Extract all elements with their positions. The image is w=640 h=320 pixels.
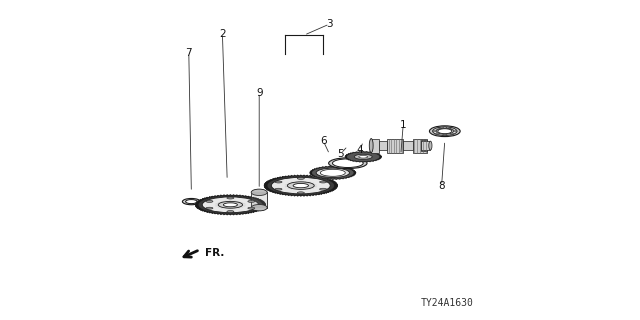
Ellipse shape [319,188,326,190]
Text: 4: 4 [356,145,364,156]
Ellipse shape [293,183,308,188]
Text: 2: 2 [219,28,226,39]
Ellipse shape [227,211,234,212]
Polygon shape [413,139,428,153]
Ellipse shape [435,128,439,129]
Ellipse shape [202,197,259,213]
Text: 1: 1 [400,120,406,130]
Ellipse shape [275,188,282,190]
Polygon shape [345,152,381,162]
Polygon shape [403,141,413,150]
Ellipse shape [429,126,460,137]
Ellipse shape [451,133,454,134]
Ellipse shape [329,158,367,169]
Text: 8: 8 [438,180,445,191]
Ellipse shape [275,181,282,183]
Polygon shape [387,139,403,153]
Polygon shape [421,141,430,150]
Ellipse shape [355,154,372,159]
Ellipse shape [298,177,305,180]
Ellipse shape [182,198,200,205]
Ellipse shape [248,207,255,209]
Ellipse shape [443,127,447,128]
Ellipse shape [321,169,346,176]
Ellipse shape [223,203,237,207]
Text: FR.: FR. [205,248,224,259]
Ellipse shape [451,128,454,129]
Polygon shape [380,141,387,150]
Ellipse shape [251,189,268,196]
Ellipse shape [206,200,213,202]
Ellipse shape [435,133,439,134]
Ellipse shape [438,129,452,134]
Polygon shape [310,166,356,179]
Ellipse shape [218,201,243,208]
Text: 9: 9 [256,88,262,98]
Ellipse shape [186,200,197,204]
Ellipse shape [319,181,326,183]
Text: 7: 7 [186,48,192,58]
Polygon shape [421,140,428,151]
Ellipse shape [333,159,364,167]
Ellipse shape [248,200,255,202]
Ellipse shape [443,134,447,136]
Ellipse shape [271,177,330,194]
Ellipse shape [227,197,234,199]
Ellipse shape [453,131,457,132]
Ellipse shape [429,141,432,150]
Text: 3: 3 [326,19,333,29]
Polygon shape [195,195,266,215]
Text: TY24A1630: TY24A1630 [420,298,474,308]
Polygon shape [371,139,380,153]
Ellipse shape [436,128,454,134]
Ellipse shape [251,204,268,211]
Ellipse shape [206,207,213,209]
Ellipse shape [433,127,457,135]
Ellipse shape [298,192,305,194]
Polygon shape [264,175,338,196]
Text: 6: 6 [320,136,326,146]
Ellipse shape [287,182,314,189]
Ellipse shape [316,168,349,178]
Ellipse shape [433,131,436,132]
Text: 5: 5 [337,148,344,159]
Ellipse shape [369,139,373,153]
Ellipse shape [358,156,367,158]
